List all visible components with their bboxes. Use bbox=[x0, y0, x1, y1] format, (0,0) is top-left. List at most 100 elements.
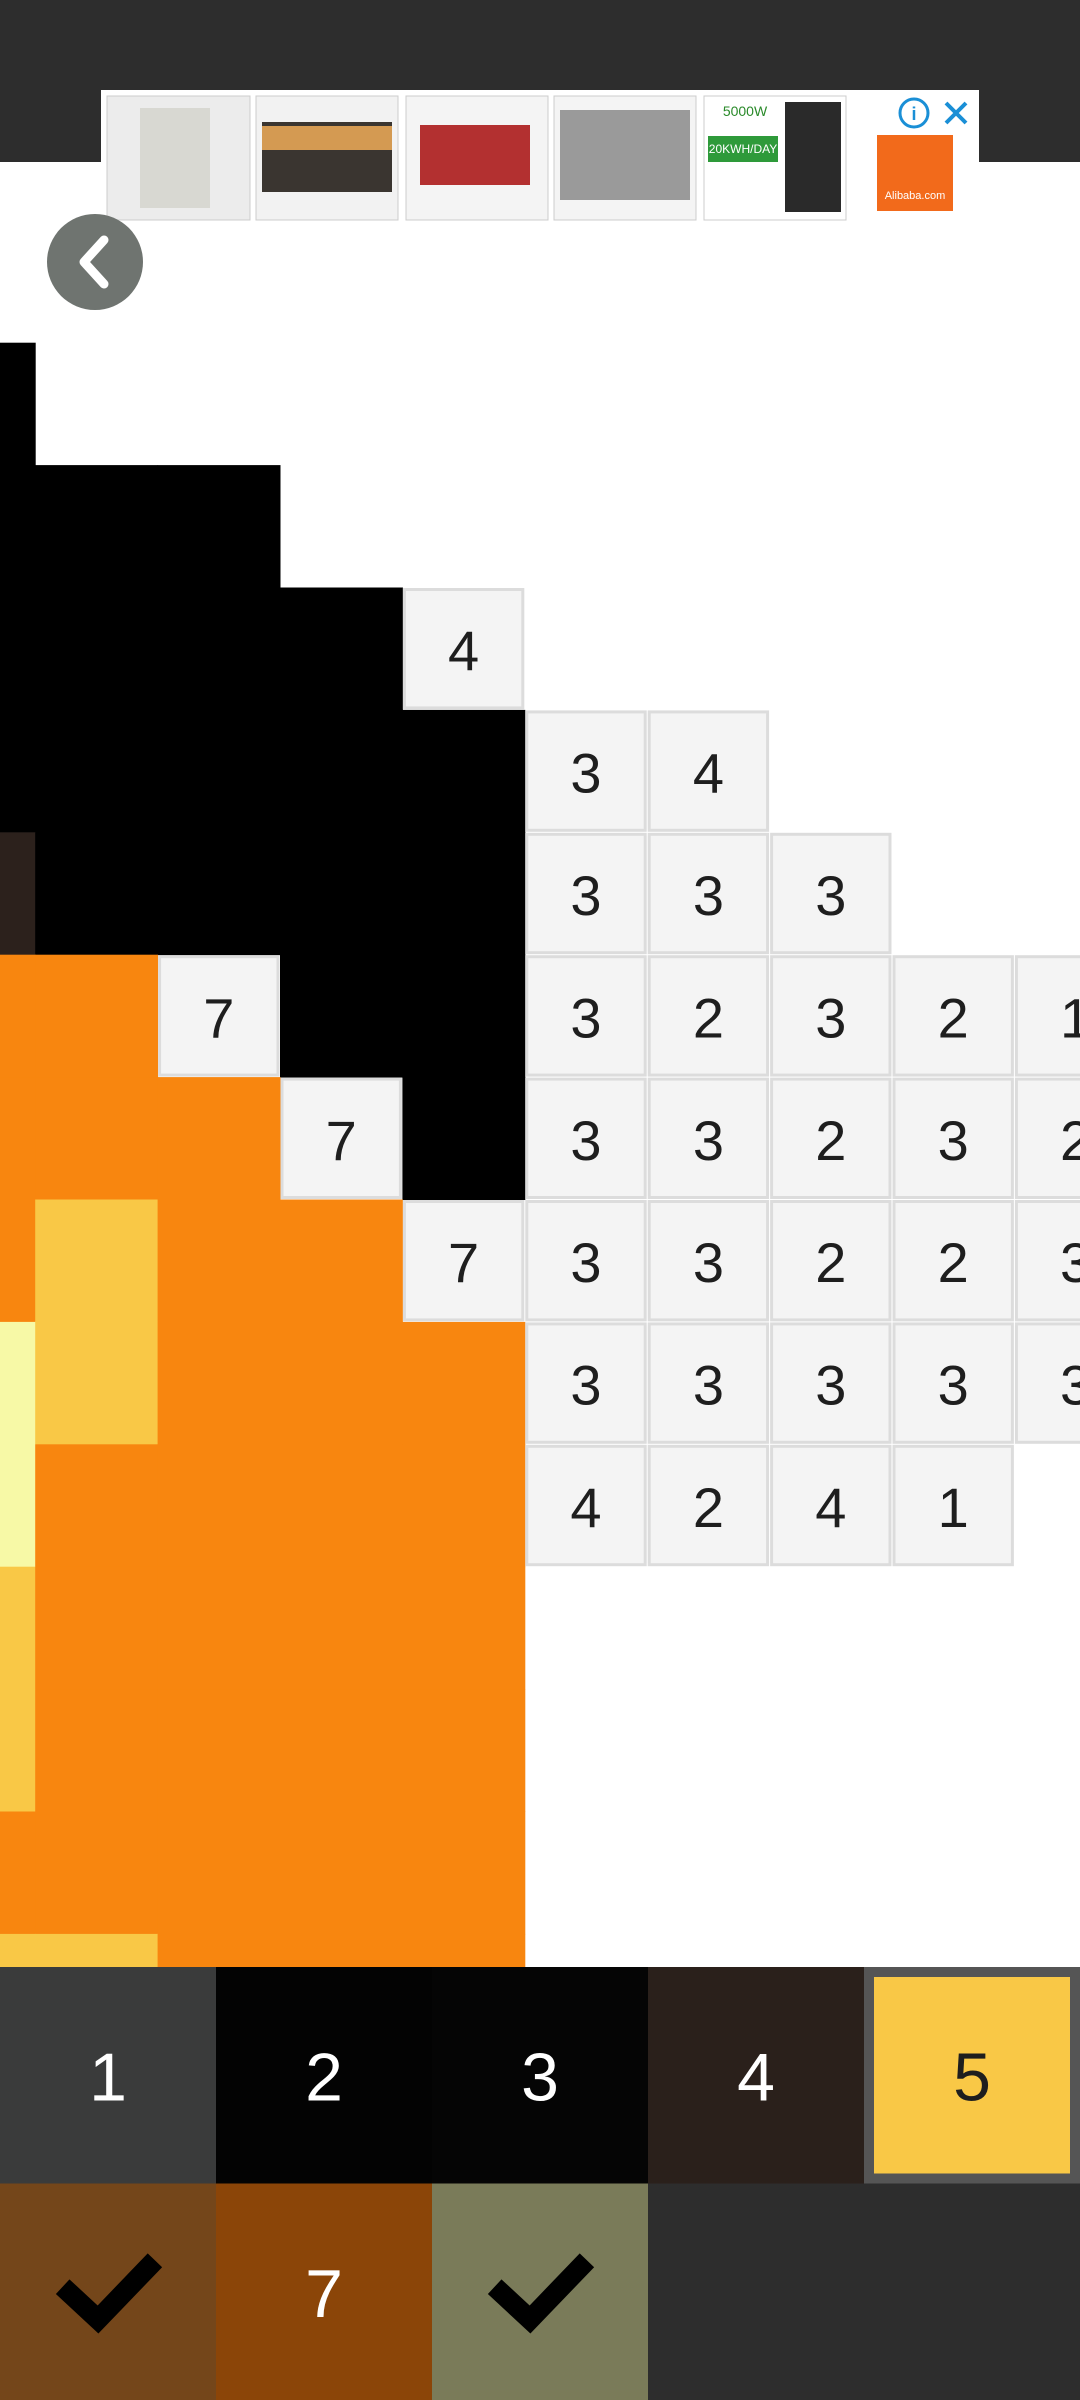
painted-cell bbox=[402, 1444, 526, 1568]
number-cell[interactable] bbox=[525, 1077, 647, 1199]
cell-number: 2 bbox=[693, 1476, 724, 1539]
cell-number: 3 bbox=[570, 864, 601, 927]
ad-banner[interactable]: 5000W 20KWH/DAY i Alibaba.com bbox=[101, 90, 979, 221]
palette-number: 2 bbox=[305, 2039, 343, 2115]
number-cell[interactable] bbox=[647, 955, 770, 1077]
painted-cell bbox=[280, 587, 403, 711]
painted-cell bbox=[157, 1811, 281, 1935]
ad-info-icon[interactable] bbox=[898, 97, 930, 129]
ad-close[interactable] bbox=[944, 101, 968, 125]
painted-cell bbox=[0, 709, 36, 833]
painted-cell bbox=[402, 1689, 526, 1812]
number-cell[interactable] bbox=[525, 710, 647, 832]
number-cell[interactable] bbox=[1014, 1077, 1080, 1199]
cell-number: 2 bbox=[938, 1231, 969, 1294]
painted-cell bbox=[0, 1566, 36, 1690]
cell-number: 4 bbox=[570, 1476, 601, 1539]
swatch-selected-frame bbox=[864, 1967, 1080, 2184]
number-cell[interactable] bbox=[647, 832, 770, 955]
number-cell[interactable] bbox=[525, 1200, 647, 1322]
painted-cell bbox=[35, 587, 159, 711]
number-cell[interactable] bbox=[892, 1322, 1014, 1444]
cell-number: 3 bbox=[693, 1109, 724, 1172]
painted-cell bbox=[280, 954, 403, 1078]
number-cell[interactable] bbox=[892, 1444, 1014, 1567]
number-cell[interactable] bbox=[647, 1077, 770, 1199]
number-cell[interactable] bbox=[892, 1077, 1014, 1199]
number-cell[interactable] bbox=[647, 710, 770, 832]
number-cell[interactable] bbox=[402, 588, 525, 710]
painted-cell bbox=[157, 1933, 281, 1967]
ad-badge bbox=[708, 136, 778, 162]
cell-number: 3 bbox=[693, 864, 724, 927]
palette-swatch[interactable] bbox=[0, 1967, 216, 2184]
number-cell[interactable] bbox=[647, 1322, 770, 1444]
painted-cell bbox=[280, 1811, 403, 1935]
painted-cell bbox=[280, 709, 403, 833]
palette-swatch[interactable] bbox=[216, 1967, 432, 2184]
painted-cell bbox=[402, 709, 526, 833]
painted-cell bbox=[0, 1811, 36, 1935]
painted-cell bbox=[35, 465, 159, 588]
number-cell[interactable] bbox=[892, 955, 1014, 1077]
number-cell[interactable] bbox=[525, 832, 647, 955]
number-cell[interactable] bbox=[402, 1200, 525, 1322]
painted-cell bbox=[157, 1077, 281, 1200]
cell-number: 4 bbox=[815, 1476, 846, 1539]
painted-cell bbox=[280, 1444, 403, 1568]
number-cell[interactable] bbox=[1014, 1322, 1080, 1444]
painted-cell bbox=[0, 832, 36, 956]
palette-number: 1 bbox=[89, 2039, 127, 2115]
palette-swatch[interactable] bbox=[0, 2183, 216, 2400]
painted-cell bbox=[0, 954, 36, 1078]
number-cell[interactable] bbox=[158, 955, 280, 1077]
number-cell[interactable] bbox=[1014, 1200, 1080, 1322]
cell-number: 7 bbox=[448, 1231, 479, 1294]
painted-cell bbox=[35, 1199, 159, 1323]
painted-cell bbox=[35, 1689, 159, 1812]
number-cell[interactable] bbox=[647, 1200, 770, 1322]
painted-cell bbox=[35, 1811, 159, 1935]
painted-cell bbox=[402, 1566, 526, 1690]
palette-swatch[interactable] bbox=[648, 1967, 864, 2184]
painted-cell bbox=[35, 1566, 159, 1690]
palette: 1 2 3 4 5 7 bbox=[0, 1967, 1080, 2400]
number-cell[interactable] bbox=[770, 1444, 892, 1567]
number-cell[interactable] bbox=[892, 1200, 1014, 1322]
back-circle[interactable] bbox=[47, 214, 143, 310]
number-cell[interactable] bbox=[770, 1077, 892, 1199]
number-cell[interactable] bbox=[525, 955, 647, 1077]
cell-number: 3 bbox=[938, 1109, 969, 1172]
painted-cell bbox=[0, 342, 36, 466]
cell-number: 3 bbox=[815, 864, 846, 927]
number-cell[interactable] bbox=[770, 832, 892, 955]
palette-swatch[interactable] bbox=[864, 1967, 1080, 2184]
palette-number: 5 bbox=[953, 2039, 991, 2115]
painted-cell bbox=[0, 1933, 36, 1967]
number-cell[interactable] bbox=[280, 1077, 402, 1199]
number-cell[interactable] bbox=[770, 1322, 892, 1444]
painted-cell bbox=[280, 1689, 403, 1812]
number-cell[interactable] bbox=[525, 1444, 647, 1567]
painted-cell bbox=[0, 1199, 36, 1323]
number-cell[interactable] bbox=[1014, 955, 1080, 1077]
painted-cell bbox=[157, 1689, 281, 1812]
number-cell[interactable] bbox=[647, 1444, 770, 1567]
cell-number: 3 bbox=[570, 1354, 601, 1417]
painted-cell bbox=[402, 954, 526, 1078]
palette-swatch[interactable] bbox=[432, 1967, 648, 2184]
painted-cell bbox=[280, 1566, 403, 1690]
number-cell[interactable] bbox=[770, 1200, 892, 1322]
back-button[interactable] bbox=[47, 214, 143, 310]
number-cell[interactable] bbox=[770, 955, 892, 1077]
number-cell[interactable] bbox=[525, 1322, 647, 1444]
cell-number: 2 bbox=[815, 1109, 846, 1172]
ad-image bbox=[262, 126, 392, 150]
puzzle-grid: 4 3 4 3 3 3 7 3 2 3 2 1 7 3 3 2 3 2 7 3 3 2 2 3 3 3 3 3 3 4 2 4 1 bbox=[0, 342, 1080, 1967]
ad-text: 20KWH/DAY bbox=[709, 142, 777, 156]
palette-swatch[interactable] bbox=[432, 2183, 648, 2400]
painted-cell bbox=[0, 465, 36, 588]
palette-swatch[interactable] bbox=[216, 2183, 432, 2400]
cell-number: 3 bbox=[570, 1109, 601, 1172]
